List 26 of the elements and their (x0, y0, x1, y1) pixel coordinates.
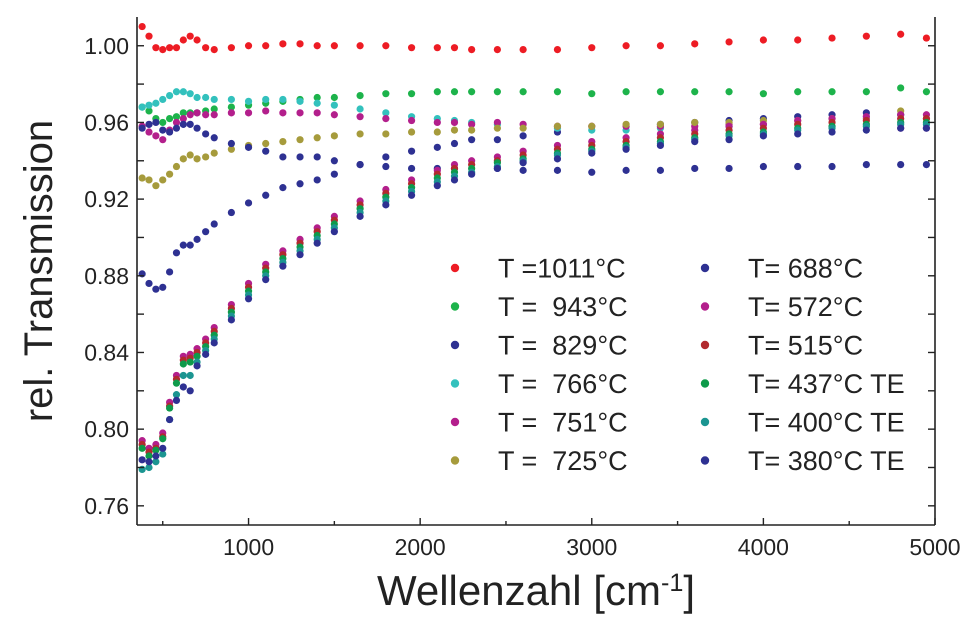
legend-label: T = 766°C (498, 368, 628, 399)
y-tick-label: 0.84 (84, 340, 130, 366)
legend-label: T = 725°C (498, 446, 628, 476)
legend-label: T= 515°C (748, 330, 864, 360)
legend-label: T= 688°C (748, 253, 864, 284)
y-tick-label: 0.96 (84, 109, 129, 136)
y-tick-label: 0.76 (84, 492, 129, 519)
x-tick-label: 3000 (566, 534, 618, 560)
x-tick-label: 4000 (738, 534, 789, 560)
legend-label: T= 380°C TE (748, 446, 905, 476)
x-tick-label: 2000 (394, 534, 446, 560)
legend-label: T = 943°C (498, 292, 628, 322)
y-tick-label: 1.00 (84, 32, 129, 59)
legend-label: T =1011°C (498, 253, 626, 284)
y-axis-title: rel. Transmission (17, 120, 61, 422)
y-tick-label: 0.92 (84, 186, 129, 212)
y-tick-label: 0.88 (84, 262, 129, 289)
x-axis-title: Wellenzahl [cm$^{-1}$] (376, 567, 696, 614)
legend-label: T = 829°C (498, 330, 628, 360)
legend-label: T = 751°C (498, 407, 628, 438)
x-tick-label: 1000 (222, 534, 274, 560)
legend-label: T= 437°C TE (748, 368, 905, 399)
legend-label: T= 400°C TE (748, 407, 905, 438)
y-tick-label: 0.80 (84, 416, 129, 442)
legend-label: T= 572°C (748, 292, 864, 322)
x-tick-label: 5000 (909, 534, 961, 560)
